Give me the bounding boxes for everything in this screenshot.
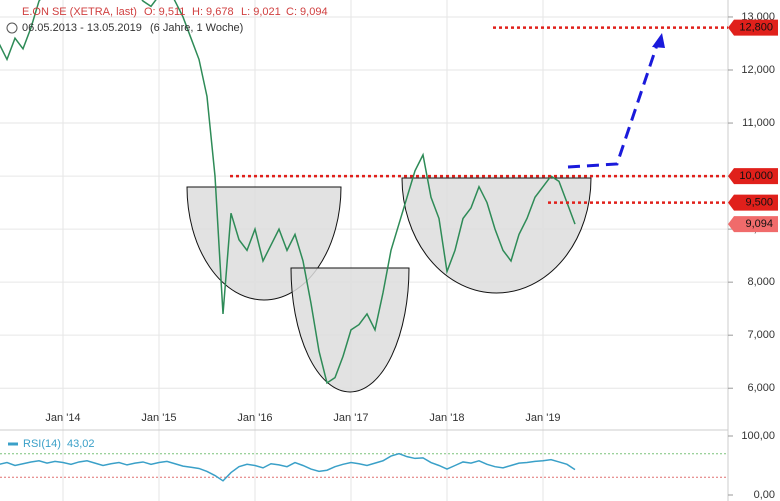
level-label: 9,500 bbox=[745, 197, 773, 209]
level-label-box bbox=[728, 216, 778, 233]
price-line bbox=[0, 0, 576, 385]
y-tick-label: 6,000 bbox=[747, 382, 775, 394]
low: L: 9,021 bbox=[241, 6, 281, 18]
level-label: 9,094 bbox=[745, 218, 773, 230]
instrument-name: E.ON SE (XETRA, last) bbox=[22, 6, 137, 18]
y-tick-label: 8,000 bbox=[747, 276, 775, 288]
level-label-box bbox=[728, 19, 778, 36]
projection-arrow bbox=[567, 44, 659, 169]
x-tick-label: Jan '16 bbox=[237, 412, 272, 424]
x-tick-label: Jan '15 bbox=[141, 412, 176, 424]
y-tick-label: 7,000 bbox=[747, 329, 775, 341]
clock-icon bbox=[6, 22, 18, 34]
date-range: 06.05.2013 - 13.05.2019 bbox=[22, 22, 142, 34]
arrow-head bbox=[652, 33, 665, 48]
rsi-name: RSI(14) bbox=[23, 438, 61, 450]
level-label-box bbox=[728, 194, 778, 211]
rsi-line bbox=[0, 452, 576, 482]
rsi-value: 43,02 bbox=[67, 438, 95, 450]
rsi-tick-label: 0,00 bbox=[754, 489, 775, 501]
x-tick-label: Jan '17 bbox=[333, 412, 368, 424]
x-tick-label: Jan '19 bbox=[525, 412, 560, 424]
y-tick-label: 12,000 bbox=[741, 64, 775, 76]
level-label-box bbox=[728, 168, 778, 185]
level-label: 12,800 bbox=[739, 21, 773, 33]
close: C: 9,094 bbox=[286, 6, 328, 18]
y-tick-label: 11,000 bbox=[742, 117, 775, 129]
period: (6 Jahre, 1 Woche) bbox=[150, 22, 243, 34]
high: H: 9,678 bbox=[192, 6, 234, 18]
open: O: 9,511 bbox=[144, 6, 185, 18]
rsi-tick-label: 100,00 bbox=[741, 430, 775, 442]
level-label: 10,000 bbox=[739, 170, 773, 182]
header: E.ON SE (XETRA, last) O: 9,511 H: 9,678 … bbox=[6, 6, 328, 34]
x-tick-label: Jan '14 bbox=[45, 412, 80, 424]
x-tick-label: Jan '18 bbox=[429, 412, 464, 424]
pattern-bowl bbox=[290, 267, 410, 393]
